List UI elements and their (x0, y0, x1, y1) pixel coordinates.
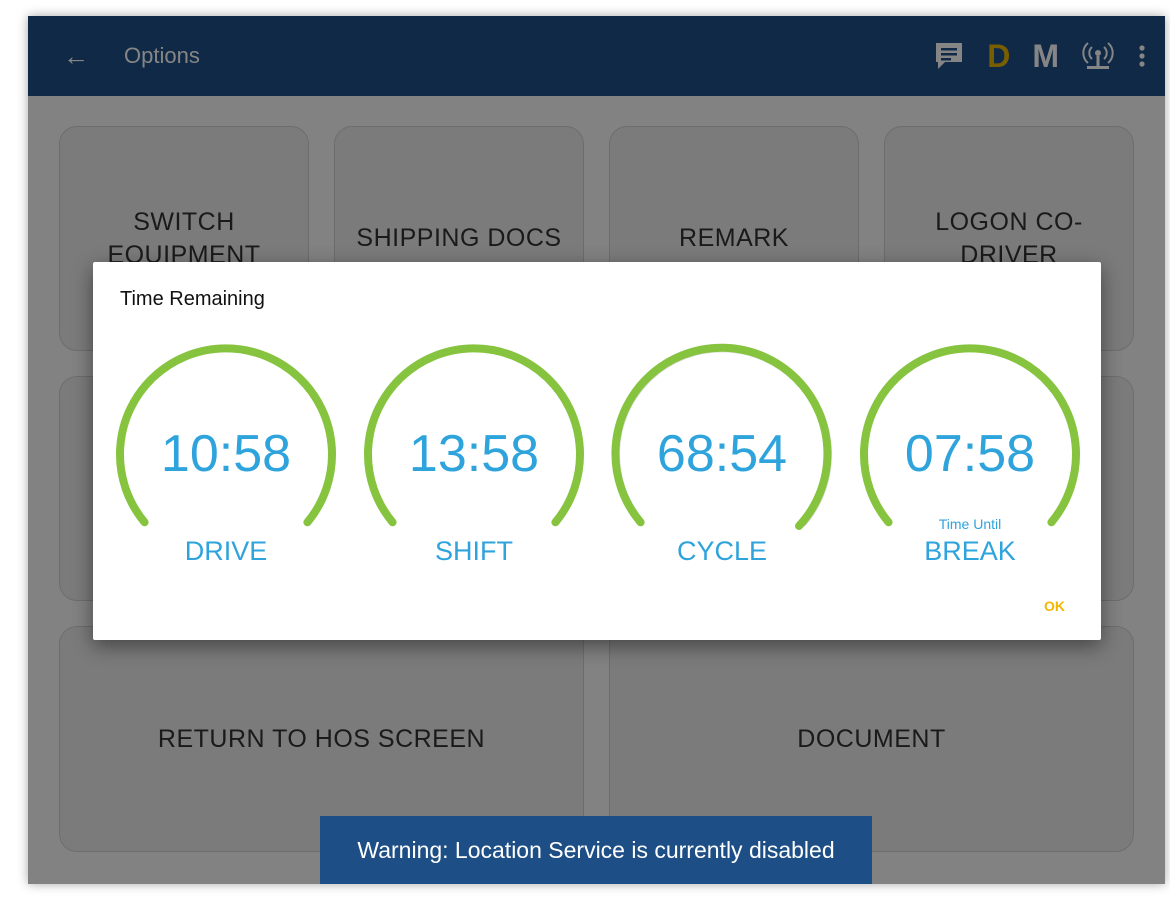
warning-text: Warning: Location Service is currently d… (357, 836, 835, 863)
drive-label: DRIVE (184, 536, 268, 566)
arrow-left-icon: ← (63, 40, 89, 71)
remark-label: REMARK (679, 224, 789, 253)
return-to-hos-label: RETURN TO HOS SCREEN (157, 724, 486, 753)
eld-connection-icon (1082, 42, 1114, 69)
break-gauge-arc (860, 344, 1080, 527)
more-vert-icon (1139, 45, 1145, 67)
break-sub: Time Until (938, 516, 1002, 532)
break-time: 07:58 (904, 425, 1036, 483)
shift-gauge: 13:58 SHIFT (359, 334, 589, 574)
cycle-time: 68:54 (656, 425, 788, 483)
shift-gauge-arc (364, 344, 584, 527)
document-button[interactable]: DOCUMENT (609, 626, 1134, 852)
break-gauge: 07:58 Time Until BREAK (855, 334, 1085, 574)
m-status-button[interactable]: M (1032, 37, 1059, 74)
drive-gauge-arc (116, 344, 336, 527)
app-bar: ← Options D M (28, 16, 1165, 96)
shipping-docs-label: SHIPPING DOCS (356, 224, 562, 253)
appbar-actions: D M (933, 16, 1147, 96)
message-icon (936, 43, 963, 69)
more-options-button[interactable] (1137, 36, 1147, 76)
cycle-label: CYCLE (676, 536, 768, 566)
shift-time: 13:58 (408, 425, 540, 483)
return-to-hos-button[interactable]: RETURN TO HOS SCREEN (59, 626, 584, 852)
ok-button[interactable]: OK (1044, 598, 1065, 614)
shift-label: SHIFT (435, 536, 513, 566)
page-title: Options (124, 43, 200, 68)
document-label: DOCUMENT (797, 724, 946, 753)
cycle-gauge: 68:54 CYCLE (607, 334, 837, 574)
eld-connection-button[interactable] (1081, 36, 1115, 76)
drive-gauge: 10:58 DRIVE (111, 334, 341, 574)
drive-time: 10:58 (160, 425, 292, 483)
cycle-gauge-arc (611, 343, 832, 530)
device-screen: ← Options D M (28, 16, 1165, 884)
dialog-title: Time Remaining (120, 288, 265, 310)
break-label: BREAK (924, 536, 1016, 566)
message-button[interactable] (933, 36, 965, 76)
d-status-button[interactable]: D (987, 37, 1011, 74)
back-button[interactable]: ← (28, 16, 124, 96)
time-remaining-dialog: Time Remaining 10:58 DRIVE 13:58 SHIFT 6… (93, 262, 1101, 640)
location-warning-banner: Warning: Location Service is currently d… (320, 816, 872, 884)
